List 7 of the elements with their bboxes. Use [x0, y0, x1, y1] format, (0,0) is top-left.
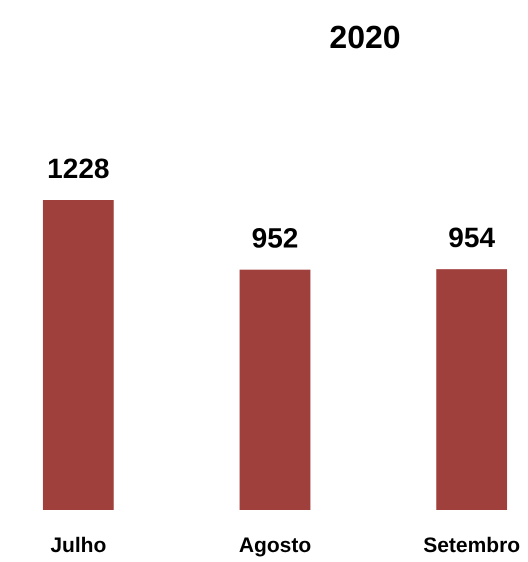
- data-label: 954: [448, 222, 496, 254]
- x-tick-label: Setembro: [423, 534, 520, 557]
- x-tick-label: Agosto: [238, 534, 312, 557]
- x-tick-label: Julho: [50, 534, 106, 557]
- chart-title: 2020: [329, 19, 401, 55]
- data-label: 1228: [47, 153, 110, 184]
- data-label: 952: [252, 222, 298, 254]
